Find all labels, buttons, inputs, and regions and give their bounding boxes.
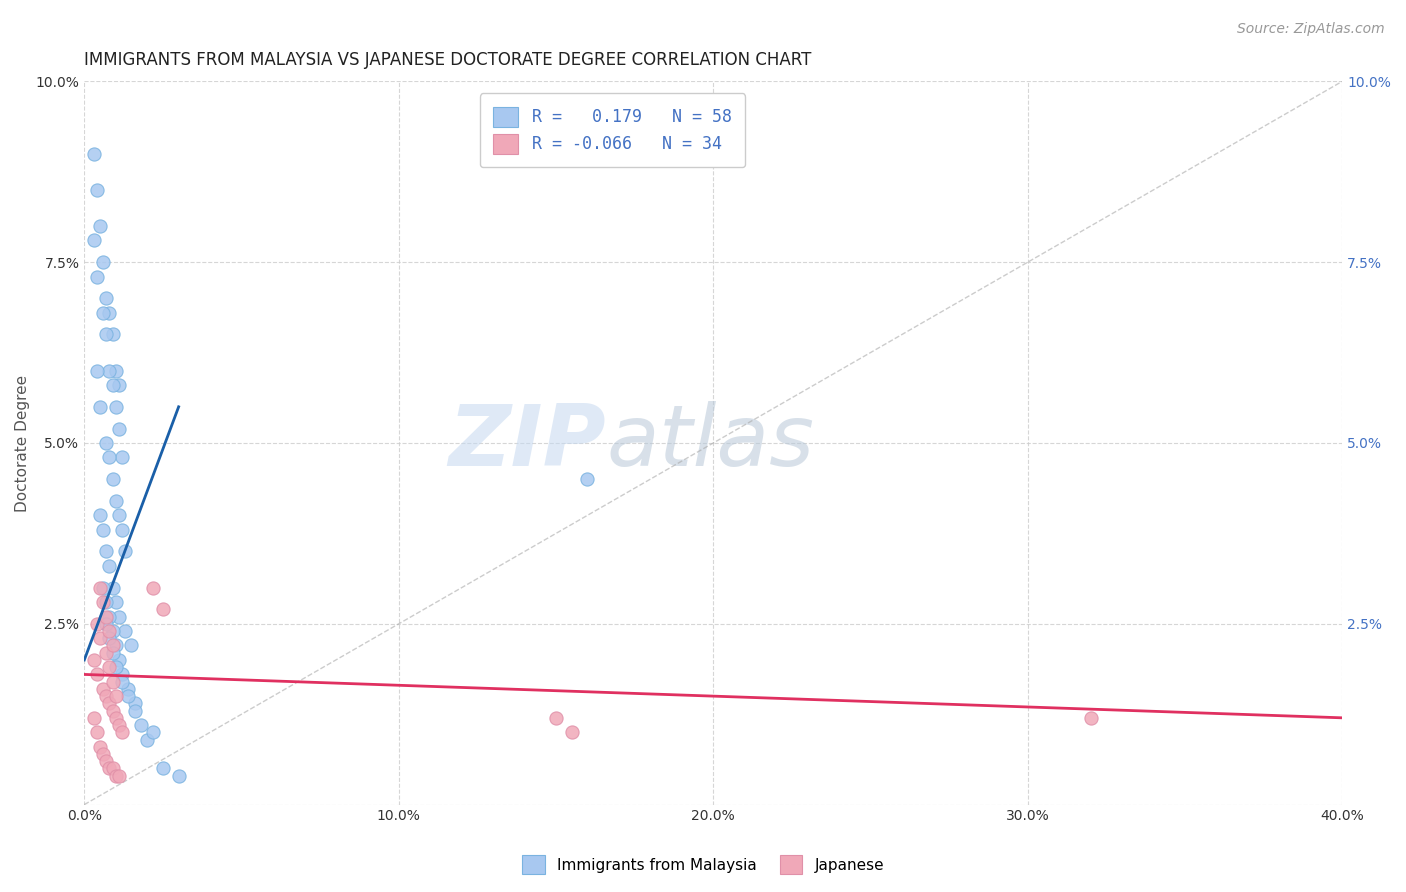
Point <box>98 761 121 775</box>
Point <box>98 364 121 378</box>
Point <box>101 674 124 689</box>
Point <box>98 624 121 638</box>
Point <box>98 697 121 711</box>
Point <box>104 660 127 674</box>
Point <box>98 632 121 646</box>
Point <box>96 544 118 558</box>
Point <box>108 609 131 624</box>
Point <box>117 681 139 696</box>
Point <box>101 704 124 718</box>
Point <box>104 711 127 725</box>
Point <box>91 595 114 609</box>
Point <box>142 725 165 739</box>
Point <box>108 653 131 667</box>
Point <box>98 660 121 674</box>
Point <box>101 378 124 392</box>
Point <box>124 697 146 711</box>
Point <box>96 754 118 768</box>
Point <box>108 421 131 435</box>
Point <box>104 595 127 609</box>
Point <box>98 609 121 624</box>
Point <box>111 667 134 681</box>
Point <box>104 400 127 414</box>
Point <box>98 558 121 573</box>
Point <box>108 769 131 783</box>
Point <box>101 646 124 660</box>
Point <box>83 711 105 725</box>
Point <box>96 291 118 305</box>
Point <box>98 306 121 320</box>
Point <box>136 732 159 747</box>
Point <box>91 255 114 269</box>
Point <box>98 450 121 465</box>
Point <box>152 602 174 616</box>
Point <box>111 450 134 465</box>
Point <box>83 234 105 248</box>
Point <box>108 508 131 523</box>
Point <box>544 711 567 725</box>
Point <box>96 646 118 660</box>
Point <box>104 364 127 378</box>
Point <box>104 639 127 653</box>
Point <box>111 674 134 689</box>
Legend: R =   0.179   N = 58, R = -0.066   N = 34: R = 0.179 N = 58, R = -0.066 N = 34 <box>479 94 745 168</box>
Text: atlas: atlas <box>606 401 814 484</box>
Legend: Immigrants from Malaysia, Japanese: Immigrants from Malaysia, Japanese <box>516 849 890 880</box>
Point <box>89 508 111 523</box>
Point <box>86 616 108 631</box>
Point <box>576 472 599 486</box>
Point <box>104 689 127 703</box>
Point <box>89 581 111 595</box>
Point <box>152 761 174 775</box>
Point <box>114 624 136 638</box>
Y-axis label: Doctorate Degree: Doctorate Degree <box>15 375 30 511</box>
Point <box>91 523 114 537</box>
Point <box>101 761 124 775</box>
Point <box>117 689 139 703</box>
Point <box>129 718 152 732</box>
Point <box>86 667 108 681</box>
Point <box>101 624 124 638</box>
Point <box>86 364 108 378</box>
Point <box>86 269 108 284</box>
Point <box>89 739 111 754</box>
Point <box>91 306 114 320</box>
Point <box>101 639 124 653</box>
Point <box>1080 711 1102 725</box>
Point <box>91 747 114 761</box>
Text: ZIP: ZIP <box>449 401 606 484</box>
Point <box>96 327 118 342</box>
Point <box>142 581 165 595</box>
Point <box>121 639 143 653</box>
Point <box>86 183 108 197</box>
Point <box>124 704 146 718</box>
Text: Source: ZipAtlas.com: Source: ZipAtlas.com <box>1237 22 1385 37</box>
Point <box>561 725 583 739</box>
Point <box>104 769 127 783</box>
Point <box>104 493 127 508</box>
Point <box>83 653 105 667</box>
Point <box>111 725 134 739</box>
Point <box>108 718 131 732</box>
Point <box>89 400 111 414</box>
Point <box>89 632 111 646</box>
Point <box>83 146 105 161</box>
Point <box>96 689 118 703</box>
Point <box>101 472 124 486</box>
Point <box>167 769 190 783</box>
Text: IMMIGRANTS FROM MALAYSIA VS JAPANESE DOCTORATE DEGREE CORRELATION CHART: IMMIGRANTS FROM MALAYSIA VS JAPANESE DOC… <box>84 51 811 69</box>
Point <box>101 327 124 342</box>
Point <box>91 681 114 696</box>
Point <box>96 436 118 450</box>
Point <box>96 609 118 624</box>
Point <box>111 523 134 537</box>
Point <box>114 544 136 558</box>
Point <box>96 616 118 631</box>
Point <box>91 581 114 595</box>
Point <box>108 378 131 392</box>
Point <box>86 725 108 739</box>
Point <box>89 219 111 233</box>
Point <box>96 595 118 609</box>
Point <box>101 581 124 595</box>
